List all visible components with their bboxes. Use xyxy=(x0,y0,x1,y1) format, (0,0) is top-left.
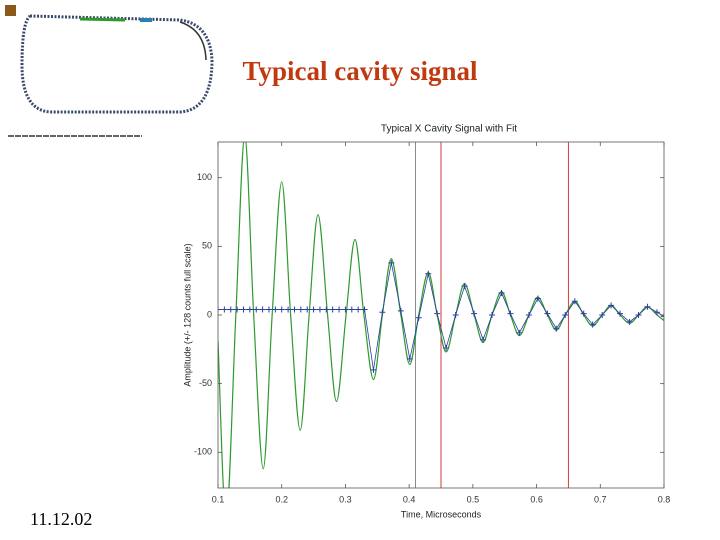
slide-title: Typical cavity signal xyxy=(242,56,478,86)
data-point xyxy=(265,306,272,313)
data-point xyxy=(562,312,569,318)
data-point xyxy=(626,318,633,325)
data-point xyxy=(635,312,642,318)
y-axis-label: Amplitude (+/- 128 counts full scale) xyxy=(182,243,192,386)
data-point xyxy=(272,306,279,313)
data-point xyxy=(316,306,323,313)
x-axis-label: Time, Microseconds xyxy=(401,509,482,519)
data-point xyxy=(644,303,651,310)
x-tick-label: 0.1 xyxy=(212,494,225,504)
data-point xyxy=(406,355,413,362)
data-point xyxy=(434,310,441,317)
ring-diagram xyxy=(8,14,214,137)
data-point xyxy=(348,306,355,313)
data-point xyxy=(415,314,422,321)
data-point xyxy=(480,336,487,343)
data-point xyxy=(253,306,260,313)
x-tick-label: 0.4 xyxy=(403,494,416,504)
data-point xyxy=(397,307,404,314)
data-point xyxy=(379,309,386,316)
x-tick-label: 0.5 xyxy=(467,494,480,504)
data-point xyxy=(361,306,368,313)
data-point xyxy=(661,313,664,320)
y-tick-label: 0 xyxy=(207,309,212,319)
data-point xyxy=(355,306,362,313)
y-tick-label: 50 xyxy=(202,241,212,251)
x-tick-label: 0.8 xyxy=(658,494,671,504)
data-point xyxy=(544,310,551,317)
data-point xyxy=(507,310,514,317)
series-line xyxy=(218,142,664,488)
chart-title: Typical X Cavity Signal with Fit xyxy=(381,124,517,135)
data-point xyxy=(461,283,468,290)
data-point xyxy=(534,295,541,302)
x-tick-label: 0.2 xyxy=(275,494,288,504)
data-point xyxy=(323,306,330,313)
data-point xyxy=(425,270,432,277)
data-point xyxy=(571,298,578,305)
x-tick-label: 0.3 xyxy=(339,494,352,504)
data-point xyxy=(580,310,587,317)
data-point xyxy=(297,306,304,313)
x-tick-label: 0.6 xyxy=(530,494,543,504)
data-point xyxy=(310,306,317,313)
data-point xyxy=(599,312,606,318)
corner-square xyxy=(5,5,16,16)
data-point xyxy=(227,306,234,313)
data-point xyxy=(329,306,336,313)
data-point xyxy=(246,306,253,313)
data-point xyxy=(525,312,532,318)
plot-area xyxy=(218,142,664,488)
data-point xyxy=(443,344,450,351)
slide-date: 11.12.02 xyxy=(30,509,92,529)
y-tick-label: 100 xyxy=(197,172,212,182)
data-point xyxy=(291,306,298,313)
data-point xyxy=(488,312,495,318)
data-point xyxy=(589,321,596,328)
data-point xyxy=(240,306,247,313)
data-point xyxy=(370,366,377,373)
data-point xyxy=(234,306,241,313)
data-point xyxy=(259,306,266,313)
data-point xyxy=(452,312,459,318)
y-tick-label: -100 xyxy=(194,447,212,457)
data-point xyxy=(617,310,624,317)
data-point xyxy=(285,306,292,313)
y-tick-label: -50 xyxy=(199,378,212,388)
data-point xyxy=(471,310,478,317)
data-point xyxy=(516,329,523,336)
data-point xyxy=(278,306,285,313)
data-point xyxy=(221,306,228,313)
data-point xyxy=(498,290,505,297)
data-point xyxy=(304,306,311,313)
data-point xyxy=(553,325,560,332)
x-tick-label: 0.7 xyxy=(594,494,607,504)
data-point xyxy=(342,306,349,313)
data-point xyxy=(336,306,343,313)
data-point xyxy=(608,302,615,309)
data-point xyxy=(653,309,660,316)
data-point xyxy=(388,259,395,266)
data-point xyxy=(218,306,221,313)
